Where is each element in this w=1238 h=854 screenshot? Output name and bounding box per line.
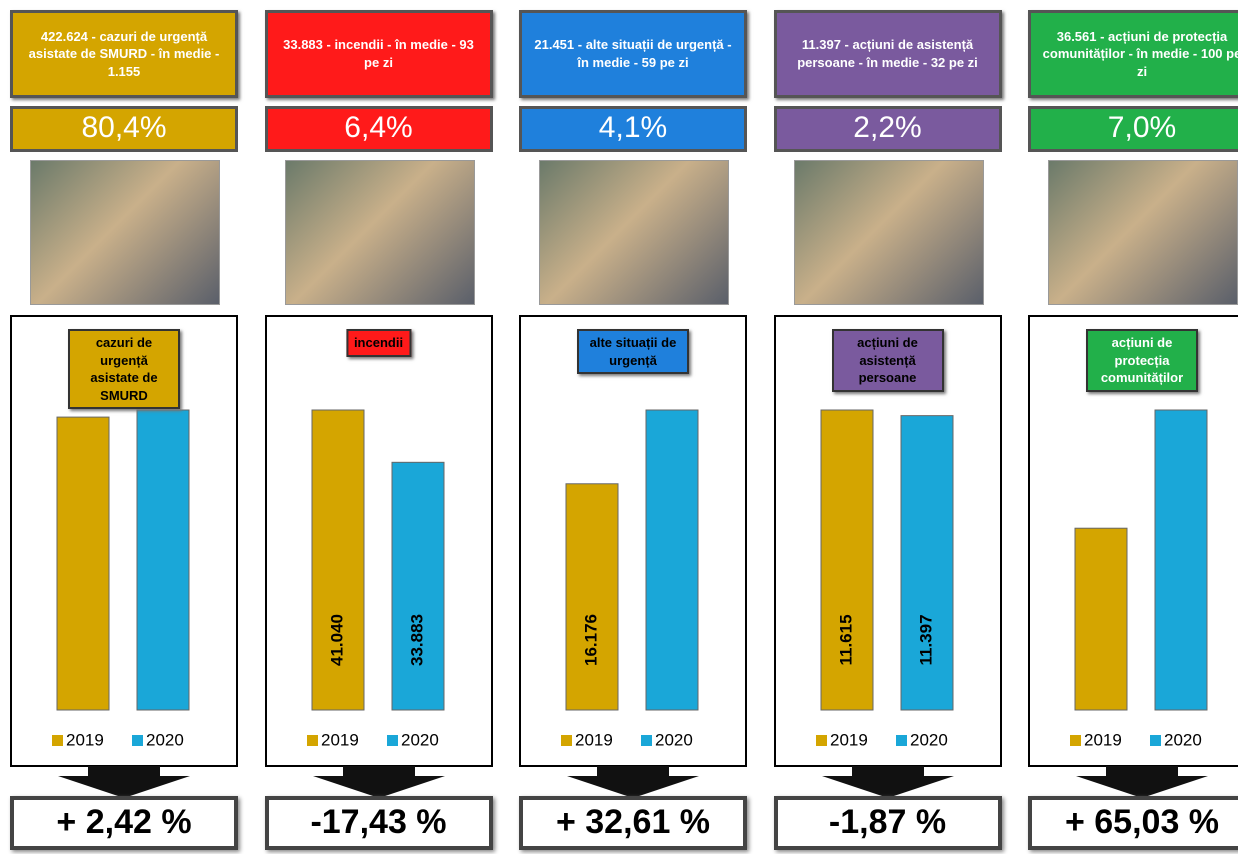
header-box: 11.397 - acțiuni de asistență persoane -…	[774, 10, 1002, 98]
arrow-shape	[1076, 766, 1208, 798]
panel: 422.624 - cazuri de urgență asistate de …	[10, 0, 238, 854]
legend-swatch	[641, 735, 652, 746]
chart-title: alte situații de urgență	[577, 329, 689, 374]
chart: 16.176 2019 2020	[521, 317, 745, 765]
panel: 33.883 - incendii - în medie - 93 pe zi 6…	[265, 0, 493, 854]
chart-box: 2019 2020 cazuri de urgență asistate de SM…	[10, 315, 238, 767]
legend-swatch	[1070, 735, 1081, 746]
chart-box: 11.615 2019 11.397 2020 acțiuni de asistență…	[774, 315, 1002, 767]
infographic: 422.624 - cazuri de urgență asistate de …	[0, 0, 1238, 854]
chart-box: 16.176 2019 2020 alte situații de urgență	[519, 315, 747, 767]
legend-label: 2020	[146, 730, 184, 749]
chart-box: 2019 2020 acțiuni de protecția comunitățil…	[1028, 315, 1238, 767]
share-box: 2,2%	[774, 106, 1002, 152]
header-box: 21.451 - alte situații de urgență - în m…	[519, 10, 747, 98]
bar	[566, 484, 618, 710]
legend-swatch	[1150, 735, 1161, 746]
value-label: 11.615	[836, 614, 855, 665]
photo	[539, 160, 729, 305]
photo	[30, 160, 220, 305]
legend-label: 2020	[655, 730, 693, 749]
change-box: + 32,61 %	[519, 796, 747, 850]
change-box: -1,87 %	[774, 796, 1002, 850]
bar	[1155, 410, 1207, 710]
legend-label: 2019	[321, 730, 359, 749]
change-box: + 2,42 %	[10, 796, 238, 850]
value-label: 33.883	[407, 614, 426, 666]
change-box: + 65,03 %	[1028, 796, 1238, 850]
legend-label: 2019	[830, 730, 868, 749]
arrow	[519, 766, 747, 800]
legend-label: 2020	[1164, 730, 1202, 749]
arrow	[265, 766, 493, 800]
legend-label: 2020	[401, 730, 439, 749]
legend-label: 2020	[910, 730, 948, 749]
arrow-shape	[313, 766, 445, 798]
chart-title: incendii	[346, 329, 411, 357]
share-box: 4,1%	[519, 106, 747, 152]
bar	[57, 417, 109, 710]
bar	[646, 410, 698, 710]
photo	[794, 160, 984, 305]
photo	[1048, 160, 1238, 305]
share-box: 6,4%	[265, 106, 493, 152]
bar	[392, 462, 444, 710]
arrow-shape	[822, 766, 954, 798]
value-label: 41.040	[327, 614, 346, 666]
legend-swatch	[896, 735, 907, 746]
chart-title: acțiuni de asistență persoane	[832, 329, 944, 392]
header-box: 36.561 - acțiuni de protecția comunități…	[1028, 10, 1238, 98]
legend-label: 2019	[66, 730, 104, 749]
legend-label: 2019	[1084, 730, 1122, 749]
bar	[1075, 528, 1127, 710]
legend-swatch	[307, 735, 318, 746]
share-box: 7,0%	[1028, 106, 1238, 152]
panel: 36.561 - acțiuni de protecția comunități…	[1028, 0, 1238, 854]
legend-swatch	[132, 735, 143, 746]
change-box: -17,43 %	[265, 796, 493, 850]
value-label: 16.176	[581, 614, 600, 666]
panel: 21.451 - alte situații de urgență - în m…	[519, 0, 747, 854]
arrow	[774, 766, 1002, 800]
photo	[285, 160, 475, 305]
chart-box: 41.040 2019 33.883 2020 incendii	[265, 315, 493, 767]
arrow	[1028, 766, 1238, 800]
legend-label: 2019	[575, 730, 613, 749]
value-label: 11.397	[916, 614, 935, 665]
chart-title: acțiuni de protecția comunităților	[1086, 329, 1198, 392]
legend-swatch	[52, 735, 63, 746]
arrow	[10, 766, 238, 800]
share-box: 80,4%	[10, 106, 238, 152]
legend-swatch	[816, 735, 827, 746]
arrow-shape	[567, 766, 699, 798]
panel: 11.397 - acțiuni de asistență persoane -…	[774, 0, 1002, 854]
bar	[137, 410, 189, 710]
chart-title: cazuri de urgență asistate de SMURD	[68, 329, 180, 409]
chart: 41.040 2019 33.883 2020	[267, 317, 491, 765]
header-box: 422.624 - cazuri de urgență asistate de …	[10, 10, 238, 98]
legend-swatch	[387, 735, 398, 746]
legend-swatch	[561, 735, 572, 746]
header-box: 33.883 - incendii - în medie - 93 pe zi	[265, 10, 493, 98]
arrow-shape	[58, 766, 190, 798]
